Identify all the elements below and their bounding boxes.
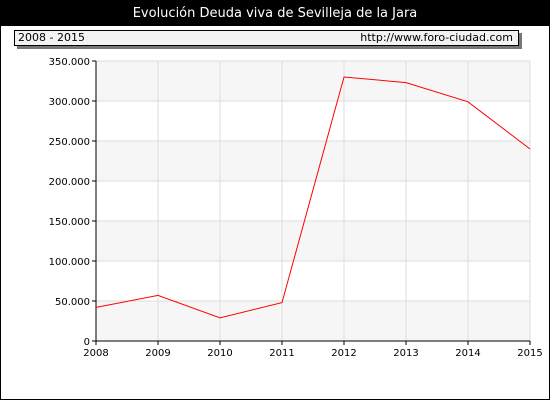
y-tick-label: 200.000 bbox=[49, 177, 90, 188]
plot-band bbox=[96, 141, 530, 181]
info-box: 2008 - 2015 http://www.foro-ciudad.com bbox=[14, 30, 519, 46]
plot-band bbox=[96, 261, 530, 301]
x-tick-label: 2011 bbox=[269, 348, 294, 359]
plot-band bbox=[96, 101, 530, 141]
series-line bbox=[95, 76, 531, 319]
y-tick-label: 50.000 bbox=[55, 297, 90, 308]
y-tick-label: 300.000 bbox=[49, 97, 90, 108]
plot-band bbox=[96, 61, 530, 101]
source-url: http://www.foro-ciudad.com bbox=[360, 31, 513, 44]
plot-band bbox=[96, 181, 530, 221]
x-tick-label: 2009 bbox=[145, 348, 170, 359]
x-tick-label: 2014 bbox=[455, 348, 480, 359]
x-tick-label: 2015 bbox=[517, 348, 542, 359]
y-tick-label: 250.000 bbox=[49, 137, 90, 148]
y-tick-label: 350.000 bbox=[49, 57, 90, 68]
x-tick-label: 2012 bbox=[331, 348, 356, 359]
y-tick-label: 150.000 bbox=[49, 217, 90, 228]
x-tick-label: 2008 bbox=[83, 348, 108, 359]
plot-band bbox=[96, 301, 530, 341]
x-tick-label: 2013 bbox=[393, 348, 418, 359]
period-label: 2008 - 2015 bbox=[18, 31, 85, 44]
plot-band bbox=[96, 221, 530, 261]
y-tick-label: 0 bbox=[84, 337, 90, 348]
x-tick-label: 2010 bbox=[207, 348, 232, 359]
y-tick-label: 100.000 bbox=[49, 257, 90, 268]
chart-title: Evolución Deuda viva de Sevilleja de la … bbox=[1, 1, 549, 26]
